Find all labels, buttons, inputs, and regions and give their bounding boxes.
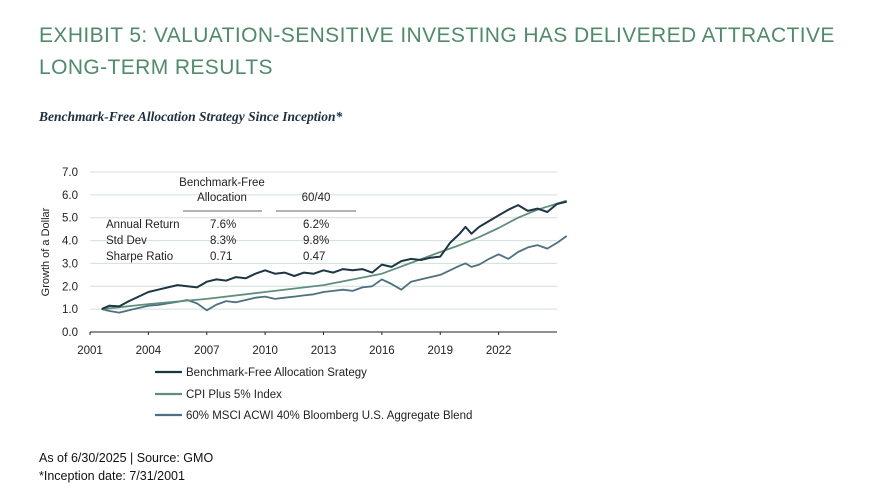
stats-cell-bfa: 0.71	[210, 251, 232, 263]
y-tick-label: 4.0	[62, 236, 78, 248]
exhibit-title: EXHIBIT 5: VALUATION-SENSITIVE INVESTING…	[39, 24, 835, 79]
stats-row-label: Sharpe Ratio	[106, 251, 173, 263]
legend-label: CPI Plus 5% Index	[186, 389, 282, 401]
stats-col-header-bfa-line2: Allocation	[197, 192, 247, 204]
y-tick-label: 1.0	[62, 304, 78, 316]
x-tick-label: 2016	[369, 345, 395, 357]
x-tick-label: 2022	[486, 345, 512, 357]
legend-item-benchmark-free: Benchmark-Free Allocation Srategy	[155, 367, 367, 379]
legend-item-60-40-blend: 60% MSCI ACWI 40% Bloomberg U.S. Aggrega…	[155, 410, 472, 422]
y-tick-label: 5.0	[62, 213, 78, 225]
x-tick-label: 2007	[194, 345, 220, 357]
footnote-inception: *Inception date: 7/31/2001	[39, 469, 185, 483]
x-tick-label: 2013	[311, 345, 337, 357]
stats-table: Benchmark-Free Allocation 60/40 Annual R…	[106, 177, 356, 263]
stats-row-label: Annual Return	[106, 219, 180, 231]
gridlines	[90, 171, 557, 310]
stats-col-header-bfa-line1: Benchmark-Free	[179, 177, 265, 189]
legend-label: 60% MSCI ACWI 40% Bloomberg U.S. Aggrega…	[186, 410, 472, 422]
stats-col-header-sixty-forty: 60/40	[302, 192, 331, 204]
x-tick-label: 2019	[427, 345, 453, 357]
footnote-source: As of 6/30/2025 | Source: GMO	[39, 451, 214, 465]
y-tick-label: 0.0	[62, 327, 78, 339]
stats-cell-bfa: 8.3%	[210, 235, 236, 247]
y-axis-label: Growth of a Dollar	[40, 207, 52, 296]
y-tick-label: 6.0	[62, 190, 78, 202]
y-tick-label: 2.0	[62, 281, 78, 293]
legend-item-cpi-plus-5: CPI Plus 5% Index	[155, 389, 282, 401]
stats-row-label: Std Dev	[106, 235, 147, 247]
stats-cell-bfa: 7.6%	[210, 219, 236, 231]
legend-label: Benchmark-Free Allocation Srategy	[186, 367, 367, 379]
stats-cell-sixty-forty: 9.8%	[303, 235, 329, 247]
x-tick-label: 2010	[252, 345, 278, 357]
series-lines	[101, 199, 568, 314]
series-line-benchmark-free	[101, 200, 567, 311]
x-tick-label: 2004	[136, 345, 162, 357]
axes: 0.0 1.0 2.0 3.0 4.0 5.0 6.0 7.0 2001 2004 2007 2010…	[62, 167, 557, 357]
series-line-60-40-blend	[101, 235, 568, 314]
stats-cell-sixty-forty: 6.2%	[303, 219, 329, 231]
stats-cell-sixty-forty: 0.47	[303, 251, 325, 263]
legend: Benchmark-Free Allocation Srategy CPI Plu…	[155, 367, 472, 422]
y-tick-label: 3.0	[62, 258, 78, 270]
x-tick-label: 2001	[77, 345, 103, 357]
y-tick-label: 7.0	[62, 167, 78, 179]
series-line-cpi-plus-5	[101, 199, 567, 310]
chart-subtitle: Benchmark-Free Allocation Strategy Since…	[39, 109, 343, 124]
